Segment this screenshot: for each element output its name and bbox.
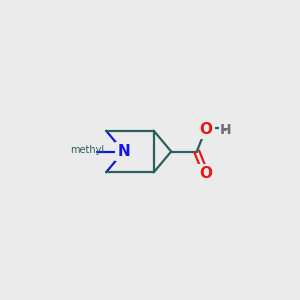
Text: O: O [200,122,213,137]
Text: O: O [200,166,213,181]
Text: N: N [117,144,130,159]
Text: -: - [220,122,226,137]
Text: H: H [220,123,232,136]
Text: methyl: methyl [70,145,104,155]
